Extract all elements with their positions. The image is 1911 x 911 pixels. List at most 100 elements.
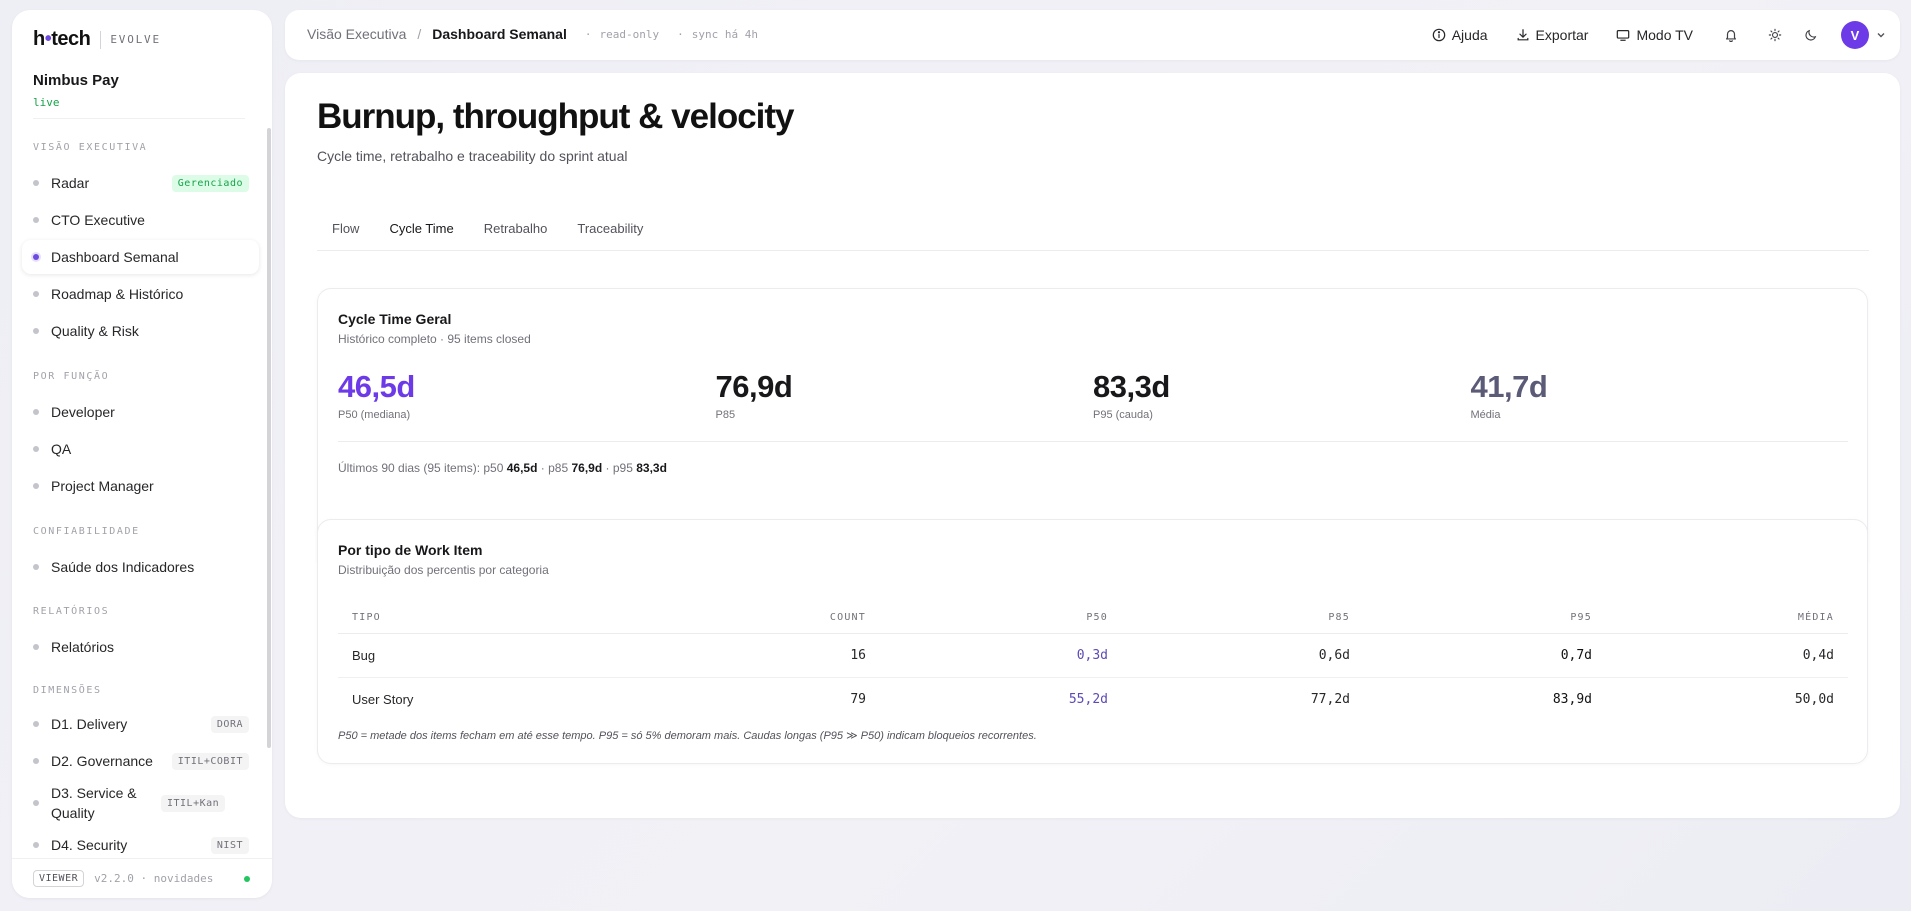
sidebar-scrollbar[interactable] [266,128,272,866]
tv-mode-button[interactable]: Modo TV [1616,27,1693,43]
sidebar-item-d3-service-quality[interactable]: D3. Service & Quality ITIL+Kan [22,781,259,825]
info-icon [1432,28,1446,42]
nav-dot [33,180,39,186]
breadcrumb-parent[interactable]: Visão Executiva [307,26,407,42]
section-title-por-funcao: POR FUNÇÃO [33,371,110,382]
sidebar-item-label: Radar [51,175,90,191]
sidebar-item-label: CTO Executive [51,212,145,228]
divider [338,441,1848,442]
nav-dot [33,409,39,415]
sidebar-item-label: D1. Delivery [51,716,128,732]
sidebar-item-project-manager[interactable]: Project Manager [22,469,259,503]
tab-cycle-time[interactable]: Cycle Time [389,221,454,236]
nav-dot [33,483,39,489]
summary-p85: 76,9d [571,461,603,475]
stat-p50: 46,5d P50 (mediana) [338,369,716,421]
framework-badge: ITIL+Kan [161,794,226,812]
sidebar-item-cto-executive[interactable]: CTO Executive [22,203,259,237]
card-subtitle: Histórico completo · 95 items closed [338,332,531,346]
dark-theme-button[interactable] [1795,19,1827,51]
sidebar-footer: VIEWER v2.2.0 · novidades [12,858,272,898]
tab-bar: Flow Cycle Time Retrabalho Traceability [317,219,1869,251]
column-header-count: COUNT [638,602,880,634]
sidebar-item-roadmap-historico[interactable]: Roadmap & Histórico [22,277,259,311]
nav-dot [33,254,39,260]
summary-p50: 46,5d [506,461,538,475]
table-row: Bug 16 0,3d 0,6d 0,7d 0,4d [338,633,1848,678]
sidebar-item-d1-delivery[interactable]: D1. Delivery DORA [22,707,259,741]
stat-value: 76,9d [715,369,793,404]
cell-p95: 83,9d [1552,691,1592,707]
sidebar-item-quality-risk[interactable]: Quality & Risk [22,314,259,348]
tab-retrabalho[interactable]: Retrabalho [483,221,548,236]
sidebar-item-saude-indicadores[interactable]: Saúde dos Indicadores [22,550,259,584]
nav-dot [33,758,39,764]
cell-media: 50,0d [1794,691,1834,707]
cell-count: 79 [850,691,866,707]
sidebar-nav[interactable]: VISÃO EXECUTIVA Radar Gerenciado CTO Exe… [12,128,272,866]
help-button[interactable]: Ajuda [1432,27,1488,43]
sidebar-item-label: Project Manager [51,478,154,494]
export-button[interactable]: Exportar [1516,27,1589,43]
sidebar-item-relatorios[interactable]: Relatórios [22,630,259,664]
sidebar-item-label: QA [51,441,72,457]
tab-flow[interactable]: Flow [332,221,360,236]
light-theme-button[interactable] [1759,19,1791,51]
sidebar-item-d4-security[interactable]: D4. Security NIST [22,828,259,862]
nav-dot [33,328,39,334]
sidebar-item-label: Roadmap & Histórico [51,286,184,302]
sidebar-item-qa[interactable]: QA [22,432,259,466]
brand-logo: h•tech [33,28,91,50]
brand[interactable]: h•tech EVOLVE [33,28,161,51]
export-label: Exportar [1535,27,1589,43]
summary-prefix: Últimos 90 dias (95 items): p50 [338,461,504,475]
nav-dot [33,644,39,650]
card-title: Cycle Time Geral [338,311,452,327]
user-menu[interactable]: V [1841,21,1886,49]
card-subtitle: Distribuição dos percentis por categoria [338,563,549,577]
brand-divider [100,30,102,49]
table-header-row: TIPO COUNT P50 P85 P95 MÉDIA [338,602,1848,634]
breadcrumb: Visão Executiva / Dashboard Semanal read… [307,26,758,42]
sun-icon [1768,28,1782,42]
last-90-days-summary: Últimos 90 dias (95 items): p50 46,5d · … [338,461,667,475]
stat-p85: 76,9d P85 [716,369,1094,421]
stat-value: 46,5d [338,369,415,404]
stat-media: 41,7d Média [1471,369,1849,421]
version-link[interactable]: v2.2.0 · novidades [94,872,214,885]
summary-p95-label: · p95 [605,461,633,475]
chevron-down-icon [1877,33,1885,38]
stat-label: P95 (cauda) [1093,409,1153,421]
nav-dot [33,842,39,848]
tab-traceability[interactable]: Traceability [577,221,644,236]
cell-tipo: Bug [338,633,638,678]
column-header-p50: P50 [880,602,1122,634]
sidebar-item-label: D4. Security [51,837,128,853]
status-dot [244,876,250,882]
breadcrumb-separator: / [417,26,422,42]
notifications-button[interactable] [1715,19,1747,51]
sidebar-item-label: D3. Service & Quality [51,785,137,821]
header-actions: Ajuda Exportar Modo TV V [1404,19,1886,51]
cell-p95: 0,7d [1364,633,1606,678]
cell-p85: 0,6d [1122,633,1364,678]
card-title: Por tipo de Work Item [338,542,483,558]
sidebar-item-developer[interactable]: Developer [22,395,259,429]
org-status: live [33,96,60,109]
sidebar-item-d2-governance[interactable]: D2. Governance ITIL+COBIT [22,744,259,778]
sidebar-item-label: Developer [51,404,115,420]
sidebar-item-radar[interactable]: Radar Gerenciado [22,166,259,200]
framework-badge: ITIL+COBIT [171,752,249,770]
main-content: Burnup, throughput & velocity Cycle time… [285,73,1900,818]
brand-suffix: EVOLVE [110,33,161,46]
table-row: User Story 79 55,2d 77,2d 83,9d 50,0d [338,677,1848,721]
moon-icon [1805,29,1817,41]
sidebar-scrollbar-thumb[interactable] [267,128,271,748]
sidebar-item-dashboard-semanal[interactable]: Dashboard Semanal [22,240,259,274]
bell-icon [1726,30,1736,42]
nav-dot [33,564,39,570]
nav-dot [33,446,39,452]
top-bar: Visão Executiva / Dashboard Semanal read… [285,10,1900,60]
role-badge: VIEWER [33,870,85,887]
stats-row: 46,5d P50 (mediana) 76,9d P85 83,3d P95 … [338,369,1848,421]
